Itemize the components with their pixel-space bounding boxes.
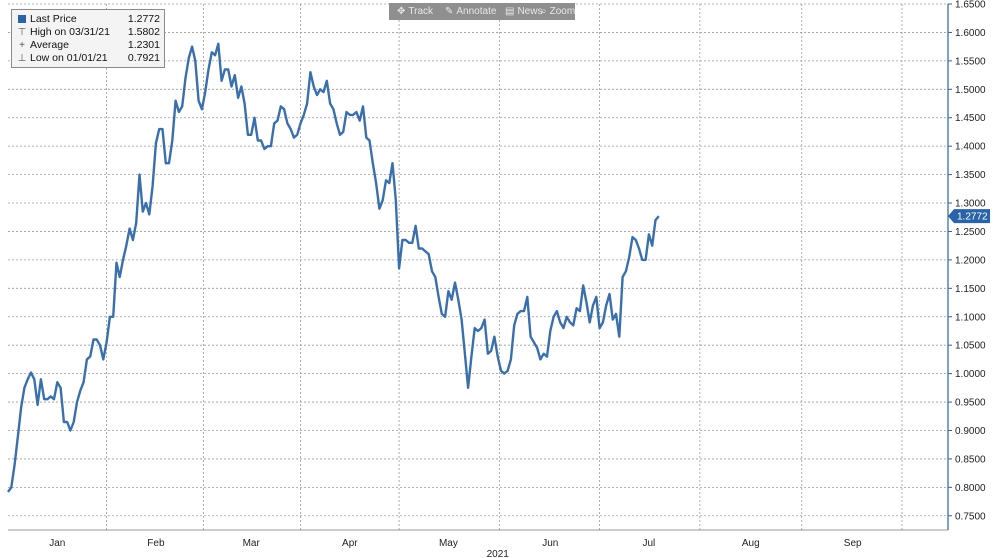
legend-label: Last Price [30, 13, 77, 25]
x-axis-label: 2021 [487, 549, 510, 558]
legend-item-last-price: Last Price 1.2772 [16, 13, 160, 26]
x-tick-label: Jun [542, 538, 558, 549]
y-tick-label: 1.3500 [955, 170, 986, 181]
x-tick-label: Apr [342, 538, 358, 549]
track-label: Track [408, 6, 434, 17]
y-tick-label: 1.0000 [955, 369, 986, 380]
chart-toolbar: ✥ Track ✎ Annotate ▤ News ⌕ Zoom [389, 3, 575, 20]
square-icon [18, 15, 26, 23]
y-tick-label: 1.6500 [955, 0, 986, 11]
y-tick-label: 1.4000 [955, 142, 986, 153]
x-tick-label: May [439, 538, 458, 549]
zoom-label: Zoom [549, 6, 576, 17]
legend-value: 0.7921 [127, 52, 160, 64]
y-tick-label: 0.8000 [955, 483, 986, 494]
y-tick-label: 0.8500 [955, 454, 986, 465]
y-tick-label: 1.2500 [955, 227, 986, 238]
zoom-icon: ⌕ [541, 6, 547, 17]
annotate-button[interactable]: ✎ Annotate [445, 3, 496, 20]
news-button[interactable]: ▤ News [505, 3, 542, 20]
y-tick-label: 0.9000 [955, 426, 986, 437]
annotate-label: Annotate [456, 6, 497, 17]
news-icon: ▤ [505, 6, 515, 17]
y-tick-label: 1.2000 [955, 255, 986, 266]
legend-item-average: + Average 1.2301 [16, 39, 160, 52]
legend-label: High on 03/31/21 [30, 26, 110, 38]
zoom-button[interactable]: ⌕ Zoom [541, 3, 575, 20]
y-tick-label: 1.4500 [955, 113, 986, 124]
legend-value: 1.2301 [127, 39, 160, 51]
legend-value: 1.2772 [127, 13, 160, 25]
x-tick-label: Jan [49, 538, 65, 549]
y-tick-label: 1.6000 [955, 28, 986, 39]
x-tick-label: Aug [742, 538, 760, 549]
x-tick-label: Feb [147, 538, 165, 549]
legend-label: Average [30, 39, 69, 51]
y-tick-label: 1.0500 [955, 341, 986, 352]
legend-label: Low on 01/01/21 [30, 52, 108, 64]
y-tick-label: 1.1000 [955, 312, 986, 323]
y-tick-label: 1.5000 [955, 85, 986, 96]
annotate-icon: ✎ [445, 6, 454, 17]
y-tick-label: 1.5500 [955, 56, 986, 67]
x-tick-label: Sep [844, 538, 862, 549]
price-series-line [7, 42, 660, 493]
y-tick-label: 0.7500 [955, 511, 986, 522]
legend-item-high: ⊤ High on 03/31/21 1.5802 [16, 26, 160, 39]
track-button[interactable]: ✥ Track [397, 3, 433, 20]
legend-value: 1.5802 [127, 26, 160, 38]
legend-item-low: ⊥ Low on 01/01/21 0.7921 [16, 52, 160, 65]
last-value-label: 1.2772 [957, 212, 988, 223]
last-value-badge [948, 209, 990, 224]
news-label: News [517, 6, 543, 17]
y-tick-label: 0.9500 [955, 398, 986, 409]
y-tick-label: 1.1500 [955, 284, 986, 295]
average-marker-icon: + [19, 40, 25, 51]
low-marker-icon: ⊥ [17, 53, 27, 64]
track-icon: ✥ [397, 6, 406, 17]
high-marker-icon: ⊤ [17, 27, 27, 38]
x-tick-label: Mar [243, 538, 261, 549]
y-tick-label: 1.3000 [955, 199, 986, 210]
legend-panel: Last Price 1.2772 ⊤ High on 03/31/21 1.5… [11, 9, 165, 68]
x-tick-label: Jul [643, 538, 656, 549]
